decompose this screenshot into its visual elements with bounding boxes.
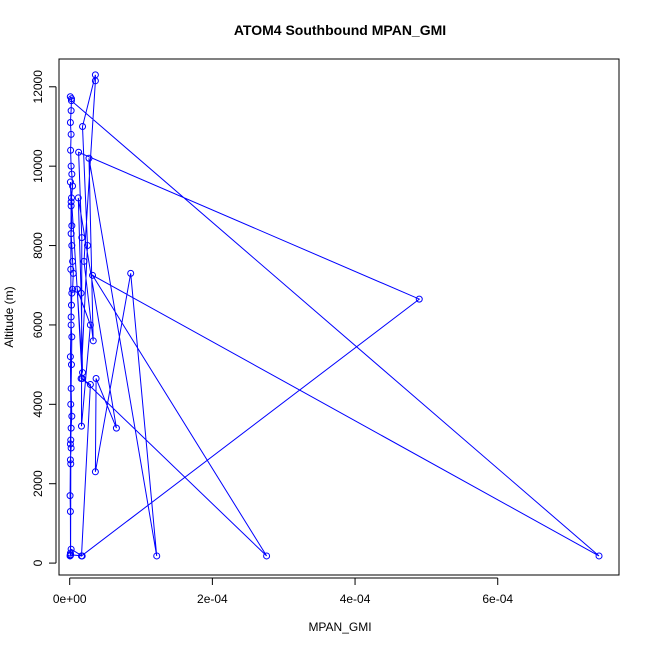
data-point [67,130,75,138]
series-points-group [66,71,603,560]
data-point [127,269,135,277]
y-axis-label: Altitude (m) [2,286,16,347]
data-point [66,353,74,361]
data-point [595,552,603,560]
data-point [89,337,97,345]
data-point [91,468,99,476]
data-point [66,119,74,127]
data-point [67,146,75,154]
data-point [79,122,87,130]
y-tick-label: 0 [31,559,45,566]
data-point [86,321,94,329]
data-point [67,107,75,115]
data-point [68,170,76,178]
data-point [66,440,74,448]
x-tick-label: 0e+00 [53,592,87,606]
y-axis: 0 2000 4000 6000 8000 10000 12000 [31,70,57,566]
data-point [68,242,76,250]
data-point [66,492,74,500]
series-line [69,74,600,557]
data-point [68,289,76,297]
data-point [66,456,74,464]
y-tick-label: 8000 [31,232,45,259]
y-tick-label: 12000 [31,70,45,104]
data-point [67,301,75,309]
data-point [415,295,423,303]
y-tick-label: 2000 [31,470,45,497]
data-point [67,384,75,392]
data-point [67,198,75,206]
data-point [67,424,75,432]
data-point [89,271,97,279]
data-point [68,333,76,341]
data-point [67,444,75,452]
data-point [66,178,74,186]
data-point [67,194,75,202]
x-axis: 0e+00 2e-04 4e-04 6e-04 [53,577,513,606]
x-axis-label: MPAN_GMI [308,620,371,634]
data-point [67,436,75,444]
data-point [86,380,94,388]
data-point [153,552,161,560]
series-line-group [69,74,600,557]
x-tick-label: 4e-04 [340,592,371,606]
data-point [67,313,75,321]
data-point [67,361,75,369]
data-point [69,285,77,293]
data-point [73,285,81,293]
data-point [112,424,120,432]
data-point [80,257,88,265]
data-point [66,93,74,101]
y-tick-label: 10000 [31,149,45,183]
data-point [67,202,75,210]
plot-frame [58,58,620,576]
data-point [77,289,85,297]
data-point [67,460,75,468]
data-point [79,369,87,377]
data-point [77,552,85,560]
data-point [78,234,86,242]
data-point [67,162,75,170]
data-point [84,242,92,250]
data-point [92,375,100,383]
data-point [74,194,82,202]
data-point [66,507,74,515]
x-tick-label: 2e-04 [197,592,228,606]
data-point [263,552,271,560]
data-point [67,230,75,238]
data-point [67,97,75,105]
data-point [67,265,75,273]
data-point [69,257,77,265]
data-point [67,400,75,408]
x-tick-label: 6e-04 [482,592,513,606]
data-point [69,182,77,190]
data-point [68,222,76,230]
data-point [67,551,75,559]
y-tick-label: 4000 [31,391,45,418]
chart-title: ATOM4 Southbound MPAN_GMI [234,22,446,38]
y-tick-label: 6000 [31,311,45,338]
data-point [67,321,75,329]
data-point [85,154,93,162]
data-point [75,148,83,156]
data-point [77,422,85,430]
data-point [68,412,76,420]
data-point [91,77,99,85]
